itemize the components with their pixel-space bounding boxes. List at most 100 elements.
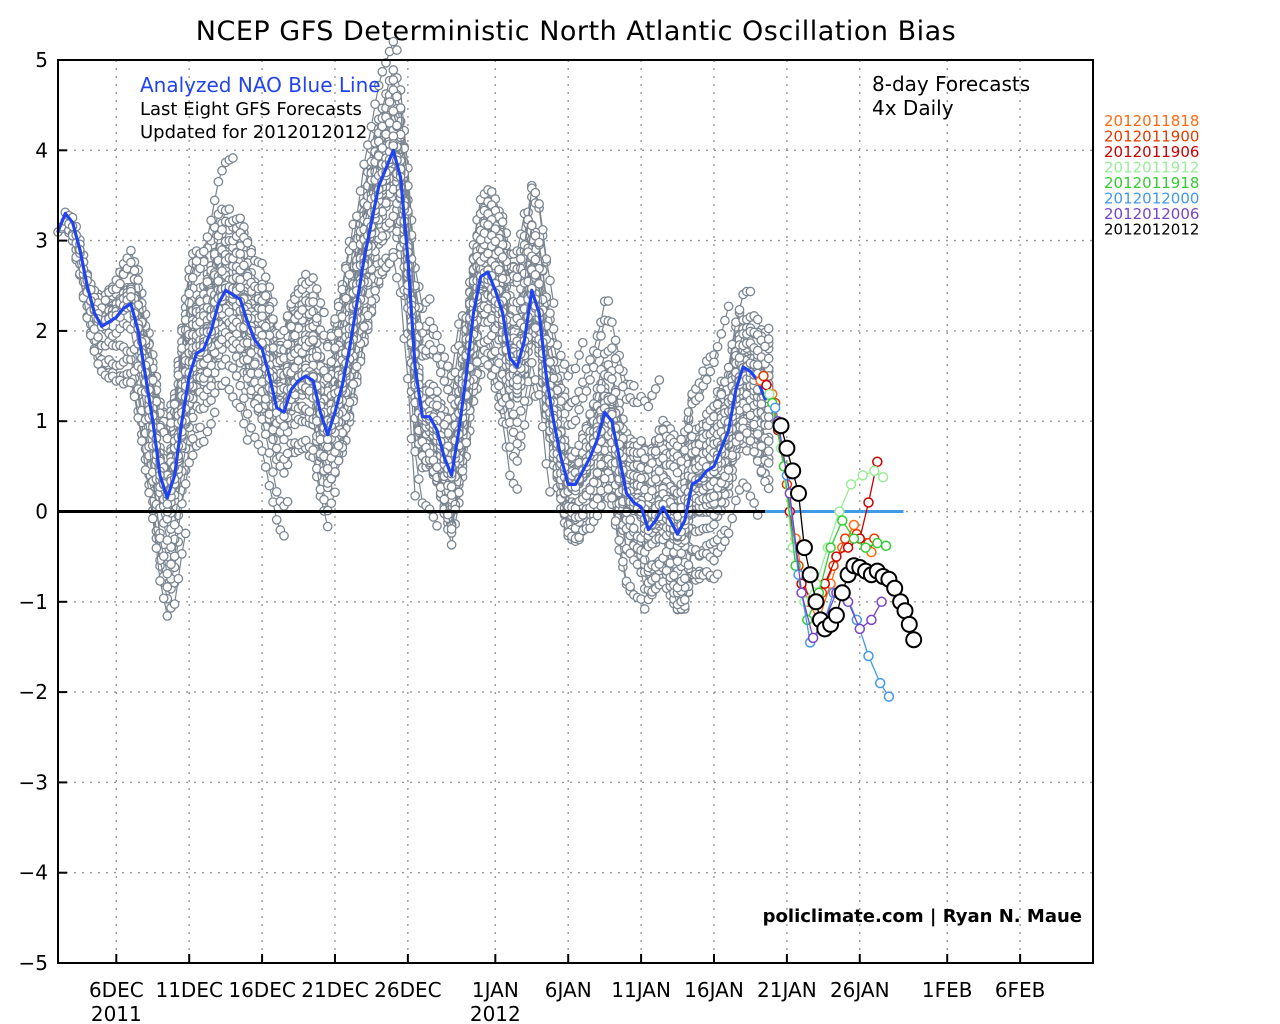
history-marker: [607, 317, 617, 328]
history-marker: [388, 106, 399, 116]
history-marker: [235, 402, 246, 413]
history-marker: [341, 293, 351, 304]
history-marker: [515, 254, 526, 264]
history-marker: [526, 220, 537, 231]
history-marker: [490, 236, 501, 247]
history-marker: [158, 593, 169, 604]
history-marker: [279, 468, 289, 478]
history-marker: [505, 399, 515, 410]
history-marker: [173, 573, 184, 584]
history-marker: [603, 296, 614, 306]
history-marker: [588, 477, 599, 488]
history-marker: [115, 278, 125, 289]
history-marker: [599, 473, 610, 484]
history-marker: [311, 284, 322, 294]
history-marker: [457, 466, 468, 476]
history-marker: [162, 611, 173, 621]
history-marker: [628, 380, 639, 391]
history-marker: [370, 285, 380, 296]
history-marker: [239, 418, 249, 429]
history-marker: [228, 363, 238, 373]
history-marker: [410, 490, 420, 501]
history-marker: [432, 352, 442, 363]
history-marker: [322, 463, 333, 474]
history-marker: [206, 395, 216, 406]
history-marker: [169, 519, 180, 530]
history-marker: [319, 307, 329, 318]
history-marker: [126, 245, 136, 256]
history-marker: [534, 237, 544, 248]
history-marker: [271, 514, 282, 525]
history-marker: [213, 176, 224, 187]
history-marker: [264, 480, 275, 491]
history-marker: [228, 153, 238, 163]
history-marker: [388, 75, 399, 85]
history-marker: [144, 487, 154, 498]
history-marker: [166, 559, 176, 570]
history-marker: [388, 36, 399, 47]
history-marker: [257, 258, 267, 269]
history-marker: [202, 232, 213, 242]
history-marker: [242, 238, 253, 248]
history-marker: [180, 479, 191, 489]
history-marker: [224, 204, 235, 214]
history-marker: [592, 493, 603, 504]
history-marker: [260, 291, 271, 301]
history-marker: [235, 380, 246, 391]
history-marker: [169, 599, 180, 609]
history-marker: [89, 346, 100, 357]
history-marker: [162, 568, 173, 579]
history-marker: [512, 456, 523, 466]
history-marker: [202, 426, 213, 437]
history-marker: [392, 91, 402, 102]
history-marker: [636, 436, 646, 446]
history-marker: [497, 273, 508, 284]
history-marker: [388, 211, 399, 222]
history-marker: [351, 361, 362, 372]
history-marker: [432, 330, 442, 341]
history-marker: [545, 275, 555, 286]
history-marker: [147, 513, 158, 524]
history-marker: [311, 313, 322, 324]
history-marker: [446, 524, 457, 534]
history-marker: [439, 376, 450, 386]
history-marker: [607, 343, 617, 353]
history-marker: [530, 323, 541, 333]
history-marker: [209, 195, 220, 206]
history-marker: [93, 332, 103, 342]
history-marker: [129, 265, 140, 276]
history-marker: [279, 530, 289, 541]
history-marker: [249, 359, 260, 370]
history-marker: [126, 377, 136, 388]
history-marker: [392, 120, 402, 131]
history-marker: [607, 492, 617, 503]
history-marker: [180, 528, 191, 539]
history-marker: [413, 474, 424, 484]
history-marker: [384, 97, 395, 107]
history-marker: [126, 292, 136, 302]
history-marker: [198, 436, 209, 447]
history-marker: [359, 322, 369, 332]
history-marker: [530, 187, 541, 198]
history-marker: [443, 361, 453, 372]
history-marker: [643, 401, 654, 412]
history-marker: [333, 440, 344, 451]
history-marker: [308, 335, 318, 345]
history-marker: [344, 269, 355, 280]
history-marker: [184, 288, 195, 299]
history-marker: [136, 436, 147, 446]
history-marker: [322, 434, 333, 445]
history-marker: [239, 393, 249, 404]
history-marker: [494, 380, 504, 391]
history-marker: [556, 350, 566, 361]
history-marker: [428, 512, 439, 522]
history-marker: [155, 576, 165, 586]
history-marker: [596, 459, 606, 470]
history-marker: [530, 270, 541, 280]
history-marker: [217, 266, 227, 276]
history-marker: [271, 486, 282, 497]
history-marker: [596, 331, 606, 341]
history-marker: [257, 282, 267, 293]
history-marker: [424, 294, 435, 304]
history-marker: [246, 247, 257, 258]
